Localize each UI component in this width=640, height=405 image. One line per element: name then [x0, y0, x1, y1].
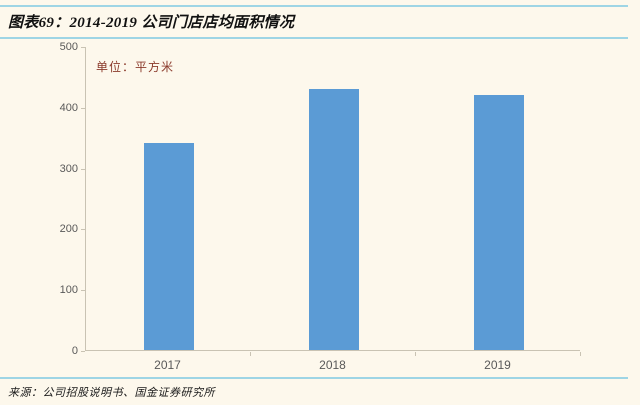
footer-divider — [0, 377, 628, 379]
bar-2019 — [473, 94, 524, 350]
y-tick-label: 300 — [59, 162, 78, 175]
y-tick-label: 400 — [59, 101, 78, 114]
y-tick-mark — [81, 290, 85, 292]
y-tick-mark — [81, 168, 85, 170]
unit-label: 单位：平方米 — [96, 60, 175, 74]
y-tick-mark — [81, 47, 85, 48]
y-tick-mark — [81, 351, 85, 352]
bar-2017 — [143, 143, 194, 350]
y-tick-label: 0 — [71, 345, 78, 357]
y-tick-mark — [81, 229, 85, 231]
x-tick-mark — [580, 352, 581, 356]
y-tick-label: 500 — [59, 41, 78, 53]
top-divider — [0, 5, 628, 7]
x-tick-mark — [250, 352, 251, 356]
source-note: 来源：公司招股说明书、国金证券研究所 — [8, 387, 215, 399]
figure-title: 图表69：2014-2019 公司门店店均面积情况 — [8, 15, 295, 31]
title-divider — [0, 37, 628, 39]
x-tick-label: 2019 — [484, 358, 511, 372]
plot-area — [85, 47, 580, 351]
y-tick-mark — [81, 107, 85, 109]
bar-2018 — [308, 88, 359, 350]
y-tick-label: 100 — [59, 284, 78, 297]
x-tick-mark — [415, 352, 416, 356]
y-tick-label: 200 — [59, 223, 78, 236]
x-tick-label: 2018 — [319, 358, 346, 372]
x-tick-label: 2017 — [154, 358, 181, 372]
